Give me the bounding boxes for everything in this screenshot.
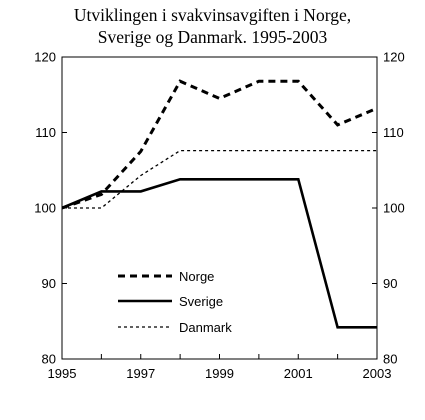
y-tick-label-right-120: 120 bbox=[383, 50, 405, 65]
x-tick-label-1995: 1995 bbox=[48, 366, 77, 381]
x-tick-label-1997: 1997 bbox=[126, 366, 155, 381]
y-tick-label-left-120: 120 bbox=[34, 50, 56, 65]
legend-label-danmark: Danmark bbox=[179, 320, 232, 335]
plot-frame bbox=[61, 56, 378, 360]
y-tick-label-right-100: 100 bbox=[383, 201, 405, 216]
y-tick-label-left-90: 90 bbox=[42, 276, 56, 291]
y-tick-label-left-80: 80 bbox=[42, 352, 56, 367]
y-tick-label-right-110: 110 bbox=[383, 125, 404, 140]
series-line-sverige bbox=[61, 178, 377, 329]
x-tick-label-2001: 2001 bbox=[284, 366, 313, 381]
y-tick-label-right-80: 80 bbox=[383, 352, 397, 367]
y-tick-label-right-90: 90 bbox=[383, 276, 397, 291]
chart-title-line-2: Sverige og Danmark. 1995-2003 bbox=[97, 27, 328, 47]
series-line-danmark bbox=[62, 149, 377, 209]
y-tick-label-left-100: 100 bbox=[34, 201, 56, 216]
series-line-norge bbox=[61, 79, 378, 210]
legend-label-norge: Norge bbox=[179, 269, 214, 284]
x-tick-label-1999: 1999 bbox=[205, 366, 234, 381]
chart-title-line-1: Utviklingen i svakvinsavgiften i Norge, bbox=[73, 5, 352, 25]
y-tick-label-left-110: 110 bbox=[35, 125, 56, 140]
legend-label-sverige: Sverige bbox=[179, 294, 223, 309]
x-tick-label-2003: 2003 bbox=[363, 366, 392, 381]
